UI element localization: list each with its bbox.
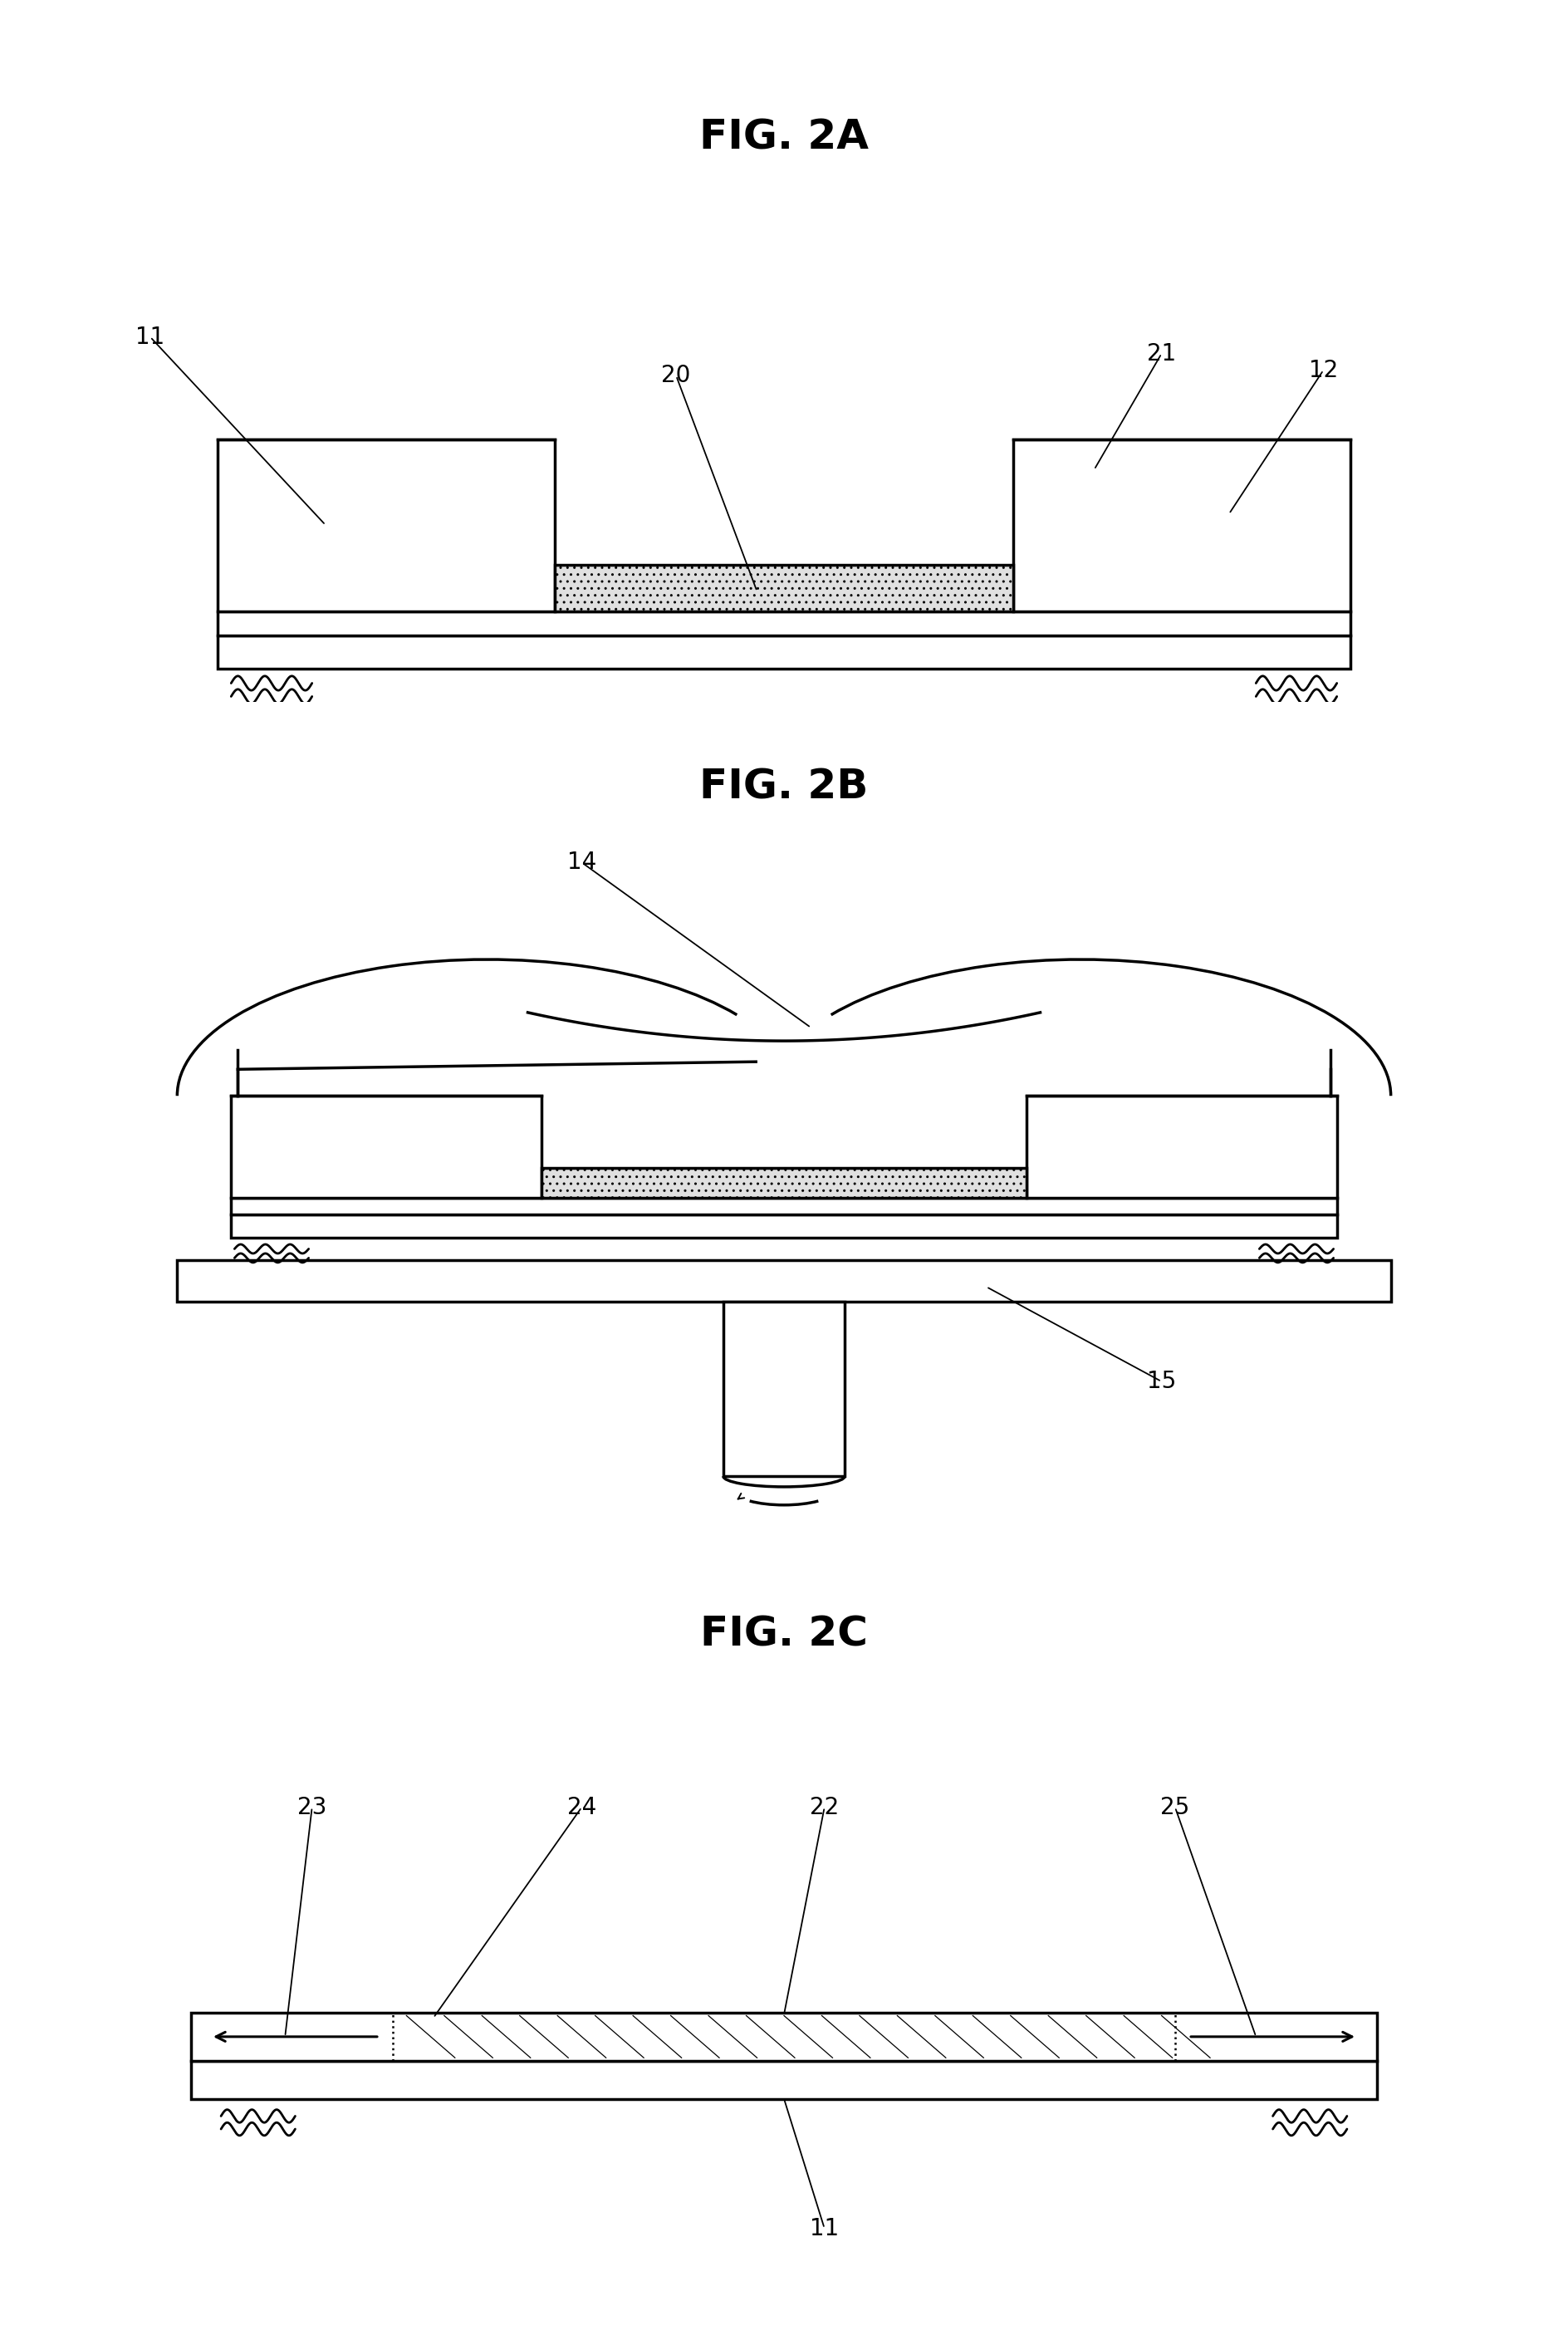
Bar — [555, 564, 1013, 611]
Text: 14: 14 — [568, 852, 596, 875]
Text: 11: 11 — [135, 325, 165, 349]
Bar — [218, 440, 555, 611]
Text: 24: 24 — [568, 1795, 596, 1818]
Text: 15: 15 — [1146, 1369, 1176, 1392]
Text: FIG. 2B: FIG. 2B — [699, 768, 869, 807]
Text: 25: 25 — [1160, 1795, 1190, 1818]
Bar — [177, 1261, 1391, 1301]
Bar — [1027, 1095, 1338, 1198]
Bar — [230, 1198, 1338, 1214]
Bar — [191, 2012, 1377, 2062]
Text: 12: 12 — [1309, 358, 1338, 381]
Bar — [191, 2062, 1377, 2099]
Text: 22: 22 — [809, 1795, 839, 1818]
Bar — [230, 1095, 541, 1198]
Text: 23: 23 — [298, 1795, 326, 1818]
Bar — [541, 1168, 1027, 1198]
Bar — [218, 636, 1350, 669]
Text: 21: 21 — [1146, 342, 1176, 365]
Text: 11: 11 — [809, 2216, 839, 2239]
Bar — [218, 611, 1350, 636]
Text: FIG. 2C: FIG. 2C — [701, 1615, 867, 1654]
Text: FIG. 2A: FIG. 2A — [699, 117, 869, 157]
Bar — [723, 1301, 845, 1477]
Text: 20: 20 — [662, 365, 691, 388]
Bar — [1013, 440, 1350, 611]
Bar — [230, 1214, 1338, 1238]
